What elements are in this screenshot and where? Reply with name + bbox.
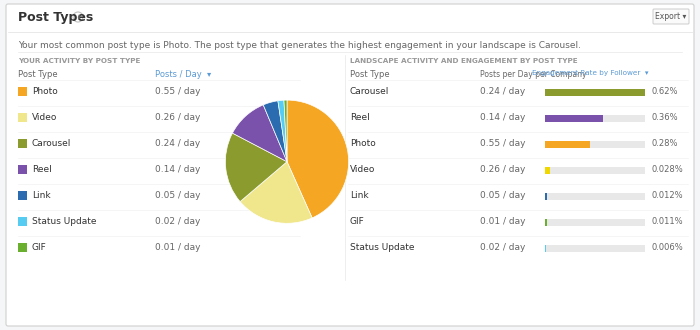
- Text: Link: Link: [350, 190, 369, 200]
- Text: Export ▾: Export ▾: [655, 12, 687, 21]
- Bar: [18, 165, 27, 174]
- Bar: [545, 115, 645, 122]
- Text: 0.24 / day: 0.24 / day: [155, 139, 200, 148]
- Text: Carousel: Carousel: [32, 139, 71, 148]
- Text: 0.01 / day: 0.01 / day: [480, 216, 526, 225]
- Text: Status Update: Status Update: [350, 243, 414, 251]
- Text: 0.28%: 0.28%: [652, 139, 678, 148]
- Bar: [18, 243, 27, 252]
- Text: LANDSCAPE ACTIVITY AND ENGAGEMENT BY POST TYPE: LANDSCAPE ACTIVITY AND ENGAGEMENT BY POS…: [350, 58, 578, 64]
- Text: 0.02 / day: 0.02 / day: [155, 216, 200, 225]
- Wedge shape: [225, 133, 287, 202]
- Wedge shape: [284, 100, 287, 162]
- Bar: [545, 193, 645, 200]
- Text: Post Types: Post Types: [18, 11, 93, 23]
- FancyBboxPatch shape: [653, 9, 689, 24]
- Text: 0.028%: 0.028%: [652, 164, 684, 174]
- Bar: [545, 89, 645, 96]
- Bar: [545, 193, 547, 200]
- Text: Video: Video: [350, 164, 375, 174]
- Text: 0.05 / day: 0.05 / day: [155, 190, 200, 200]
- Text: Link: Link: [32, 190, 50, 200]
- Text: Post Type: Post Type: [350, 70, 390, 79]
- Bar: [545, 89, 645, 96]
- Bar: [545, 245, 645, 252]
- Text: GIF: GIF: [32, 243, 47, 251]
- Text: Video: Video: [32, 113, 57, 121]
- Wedge shape: [240, 162, 312, 223]
- Bar: [545, 141, 590, 148]
- Text: 0.26 / day: 0.26 / day: [155, 113, 200, 121]
- Bar: [545, 245, 546, 252]
- Text: 0.012%: 0.012%: [652, 190, 684, 200]
- Bar: [18, 113, 27, 122]
- Text: GIF: GIF: [350, 216, 365, 225]
- Text: 0.55 / day: 0.55 / day: [480, 139, 526, 148]
- Text: Post Type: Post Type: [18, 70, 57, 79]
- Text: Posts per Day per Company: Posts per Day per Company: [480, 70, 587, 79]
- Wedge shape: [263, 101, 287, 162]
- Text: Your most common post type is Photo. The post type that generates the highest en: Your most common post type is Photo. The…: [18, 41, 581, 50]
- Bar: [18, 87, 27, 96]
- Text: 0.36%: 0.36%: [652, 113, 678, 121]
- Bar: [18, 139, 27, 148]
- Text: Carousel: Carousel: [350, 86, 389, 95]
- Bar: [545, 167, 645, 174]
- FancyBboxPatch shape: [6, 4, 694, 326]
- Text: i: i: [77, 14, 79, 20]
- Text: Status Update: Status Update: [32, 216, 97, 225]
- Bar: [545, 219, 547, 226]
- Text: 0.14 / day: 0.14 / day: [155, 164, 200, 174]
- Text: 0.62%: 0.62%: [652, 86, 678, 95]
- Text: 0.24 / day: 0.24 / day: [480, 86, 525, 95]
- Text: 0.14 / day: 0.14 / day: [480, 113, 526, 121]
- Text: Engagement Rate by Follower  ▾: Engagement Rate by Follower ▾: [531, 70, 648, 76]
- Text: Reel: Reel: [350, 113, 370, 121]
- Bar: [18, 217, 27, 226]
- Text: Posts / Day  ▾: Posts / Day ▾: [155, 70, 211, 79]
- Text: YOUR ACTIVITY BY POST TYPE: YOUR ACTIVITY BY POST TYPE: [18, 58, 141, 64]
- Text: 0.02 / day: 0.02 / day: [480, 243, 526, 251]
- Text: Reel: Reel: [32, 164, 52, 174]
- Bar: [545, 219, 645, 226]
- Wedge shape: [232, 105, 287, 162]
- Text: 0.011%: 0.011%: [652, 216, 684, 225]
- Bar: [545, 167, 550, 174]
- Bar: [545, 141, 645, 148]
- Text: Photo: Photo: [350, 139, 376, 148]
- Text: 0.006%: 0.006%: [652, 243, 684, 251]
- Text: Photo: Photo: [32, 86, 57, 95]
- Bar: [545, 115, 603, 122]
- Text: 0.05 / day: 0.05 / day: [480, 190, 526, 200]
- Text: 0.01 / day: 0.01 / day: [155, 243, 200, 251]
- Bar: [18, 191, 27, 200]
- Text: 0.26 / day: 0.26 / day: [480, 164, 526, 174]
- Wedge shape: [278, 100, 287, 162]
- Wedge shape: [287, 100, 349, 218]
- Text: 0.55 / day: 0.55 / day: [155, 86, 200, 95]
